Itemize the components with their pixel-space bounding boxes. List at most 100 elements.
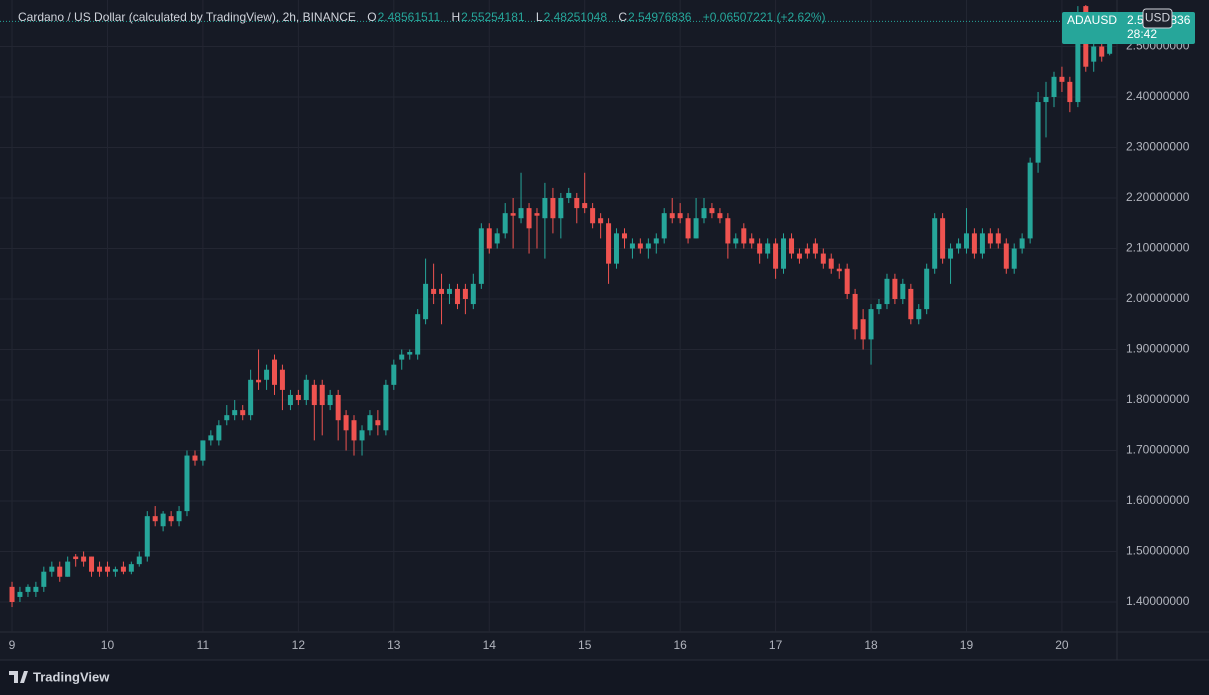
candle-body: [335, 394, 341, 421]
candle-body: [232, 410, 238, 416]
candle-body: [900, 283, 906, 300]
candle-body: [57, 566, 63, 577]
x-tick-label: 13: [387, 638, 401, 652]
candle-body: [518, 208, 524, 219]
x-tick-label: 14: [483, 638, 497, 652]
candle-body: [168, 516, 174, 522]
candle-body: [542, 198, 548, 219]
candle-body: [781, 238, 787, 269]
x-tick-label: 17: [769, 638, 783, 652]
candle-body: [613, 233, 619, 264]
candle-body: [192, 455, 198, 461]
y-tick-label: 2.00000000: [1126, 291, 1190, 305]
candle-body: [868, 309, 874, 340]
change-value: +0.06507221 (+2.62%): [702, 10, 826, 24]
candle-body: [1051, 76, 1057, 98]
candle-body: [709, 208, 715, 214]
candle-body: [407, 352, 413, 355]
ohlc-key: L: [535, 10, 543, 24]
candle-body: [248, 379, 254, 416]
candle-body: [948, 248, 954, 259]
candle-body: [264, 369, 270, 380]
candle-body: [144, 516, 150, 557]
candle-body: [582, 203, 588, 209]
candle-body: [1075, 41, 1081, 103]
y-tick-label: 1.80000000: [1126, 392, 1190, 406]
candle-body: [653, 238, 659, 244]
candle-body: [25, 586, 31, 592]
candle-body: [431, 288, 437, 294]
candle-body: [104, 566, 110, 572]
y-tick-label: 1.50000000: [1126, 544, 1190, 558]
candle-body: [598, 218, 604, 224]
x-tick-label: 10: [101, 638, 115, 652]
candle-body: [136, 556, 142, 565]
candle-body: [773, 243, 779, 269]
candle-body: [526, 208, 532, 229]
ohlc-key: O: [367, 10, 377, 24]
ohlc-key: H: [451, 10, 461, 24]
candle-body: [120, 566, 126, 572]
candle-body: [184, 455, 190, 512]
candle-body: [311, 384, 317, 406]
candle-body: [979, 233, 985, 254]
candle-body: [836, 268, 842, 272]
candle-body: [963, 233, 969, 249]
logo-icon[interactable]: [9, 671, 28, 683]
candle-body: [216, 425, 222, 441]
candle-body: [359, 430, 365, 441]
candle-body: [661, 213, 667, 239]
candle-body: [924, 268, 930, 310]
currency-label[interactable]: USD: [1145, 11, 1171, 25]
ohlc-key: C: [618, 10, 628, 24]
currency-button[interactable]: [1142, 8, 1173, 29]
y-tick-label: 1.70000000: [1126, 443, 1190, 457]
candle-body: [81, 556, 87, 562]
x-tick-label: 19: [960, 638, 974, 652]
candle-body: [279, 369, 285, 390]
candle-body: [916, 309, 922, 320]
candle-body: [1043, 97, 1049, 103]
candle-body: [160, 513, 166, 527]
candle-body: [892, 278, 898, 300]
candle-body: [757, 243, 763, 254]
candle-body: [319, 384, 325, 406]
candle-body: [534, 213, 540, 216]
candle-body: [956, 243, 962, 249]
candle-body: [932, 218, 938, 269]
candle-body: [89, 556, 95, 572]
x-tick-label: 16: [673, 638, 687, 652]
x-tick-label: 15: [578, 638, 592, 652]
candle-body: [876, 304, 882, 310]
y-tick-label: 2.10000000: [1126, 241, 1190, 255]
candle-body: [1091, 46, 1097, 62]
brand-name[interactable]: TradingView: [33, 669, 110, 684]
candle-body: [741, 228, 747, 244]
candle-body: [733, 238, 739, 244]
candle-body: [852, 293, 858, 330]
candle-body: [224, 415, 230, 421]
brand-logo[interactable]: TradingView: [9, 669, 110, 684]
symbol-title: Cardano / US Dollar (calculated by Tradi…: [18, 10, 356, 24]
candle-body: [33, 586, 39, 592]
candle-body: [303, 379, 309, 401]
candle-body: [725, 218, 731, 244]
candle-body: [399, 354, 405, 360]
candle-body: [669, 213, 675, 219]
candle-body: [343, 415, 349, 431]
ohlc-value: 2.54976836: [628, 10, 692, 24]
candle-body: [478, 228, 484, 284]
candle-body: [677, 213, 683, 219]
y-tick-label: 1.60000000: [1126, 493, 1190, 507]
candle-body: [208, 435, 214, 441]
candle-body: [574, 198, 580, 209]
countdown-label: 28:42: [1127, 27, 1157, 41]
candle-body: [995, 233, 1001, 244]
candle-body: [940, 218, 946, 259]
candle-body: [375, 420, 381, 426]
ohlc-value: 2.48251048: [543, 10, 607, 24]
candle-body: [327, 394, 333, 406]
candle-body: [860, 319, 866, 340]
